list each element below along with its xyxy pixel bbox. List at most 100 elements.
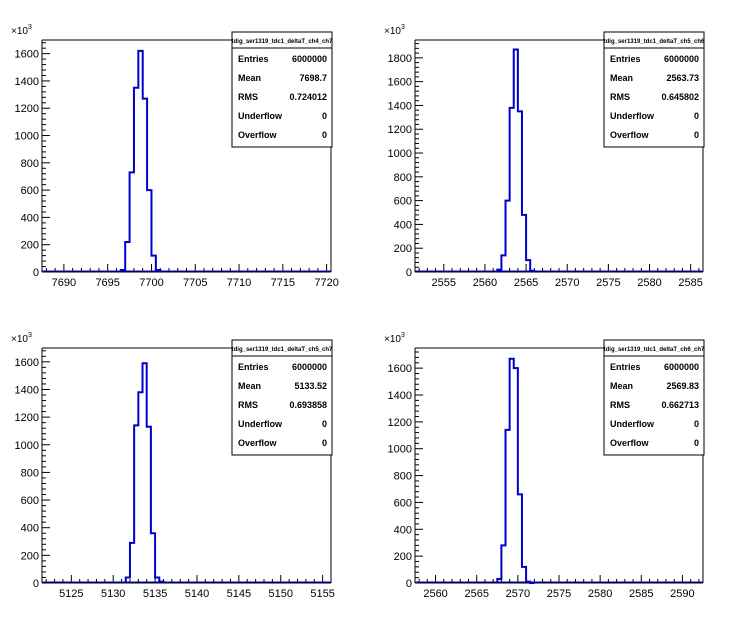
x-tick-label: 7710 [227,277,251,289]
y-tick-label: 1400 [388,390,412,402]
y-tick-label: 0 [406,578,412,590]
stats-label: RMS [610,92,630,102]
stats-box: tdig_ser1319_tdc1_deltaT_ch6_ch7 Entries 6… [603,339,705,456]
histogram-series [42,49,331,272]
stats-title: tdig_ser1319_tdc1_deltaT_ch6_ch7 [604,347,705,353]
x-tick-label: 2565 [464,588,488,600]
stats-value: 0 [322,130,327,140]
y-tick-label: 1400 [15,384,39,396]
stats-box: tdig_ser1319_tdc1_deltaT_ch4_ch7 Entries 6… [231,31,333,148]
stats-value: 0 [694,419,699,429]
y-tick-label: 600 [394,196,412,208]
stats-label: Entries [610,54,641,64]
y-tick-label: 1600 [388,363,412,375]
y-tick-label: 1200 [15,103,39,115]
stats-label: Entries [238,54,269,64]
x-tick-label: 2570 [506,588,530,600]
y-tick-label: 1400 [15,76,39,88]
y-tick-label: 0 [33,267,39,279]
y-exponent-power: 3 [28,332,32,339]
y-exponent-label: ×10 [384,334,401,345]
stats-box-frame [603,339,705,456]
x-tick-label: 2560 [423,588,447,600]
stats-title: tdig_ser1319_tdc1_deltaT_ch5_ch7 [232,347,333,353]
stats-label: Mean [610,73,633,83]
x-tick-label: 7700 [139,277,163,289]
stats-value: 0 [694,130,699,140]
stats-label: Underflow [610,111,655,121]
stats-label: RMS [238,400,258,410]
x-tick-label: 5150 [268,588,292,600]
stats-label: Underflow [610,419,655,429]
y-tick-label: 1200 [15,412,39,424]
y-tick-label: 0 [33,578,39,590]
stats-box: tdig_ser1319_tdc1_deltaT_ch5_ch7 Entries 6… [231,339,333,456]
stats-value: 0 [322,111,327,121]
histogram-series [415,48,703,272]
stats-box-frame [231,31,333,148]
x-tick-label: 5145 [227,588,251,600]
x-tick-label: 2580 [637,277,661,289]
y-tick-label: 600 [394,497,412,509]
x-tick-label: 2585 [629,588,653,600]
histogram-pad-3: 5125 5130 5135 5140 5145 5150 5155 0 200 400 600 80… [11,332,335,600]
stats-box: tdig_ser1319_tdc1_deltaT_ch5_ch6 Entries 6… [603,31,705,148]
y-tick-label: 400 [21,523,39,535]
y-tick-label: 1600 [388,77,412,89]
y-tick-label: 200 [394,551,412,563]
y-tick-label: 600 [21,495,39,507]
histogram-series [415,357,703,584]
histogram-pad-1: 7690 7695 7700 7705 7710 7715 7720 0 200 400 600 80… [11,24,339,289]
stats-value: 2563.73 [666,73,699,83]
y-tick-label: 400 [394,524,412,536]
y-tick-label: 200 [394,243,412,255]
stats-value: 0.693858 [289,400,327,410]
stats-value: 0.724012 [289,92,327,102]
x-tick-label: 2580 [588,588,612,600]
stats-label: Entries [238,362,269,372]
stats-value: 0.662713 [661,400,699,410]
stats-label: Overflow [238,438,278,448]
stats-value: 7698.7 [299,73,327,83]
y-tick-label: 800 [21,467,39,479]
x-tick-label: 5155 [310,588,334,600]
y-tick-label: 0 [406,267,412,279]
stats-label: Overflow [610,130,650,140]
x-tick-label: 7705 [183,277,207,289]
x-tick-label: 5125 [59,588,83,600]
histogram-pad-4: 2560 2565 2570 2575 2580 2585 2590 0 200 400 600 80… [384,332,705,600]
y-tick-label: 1000 [15,131,39,143]
y-tick-label: 1400 [388,100,412,112]
stats-value: 0 [322,419,327,429]
x-tick-label: 2590 [670,588,694,600]
histogram-pad-2: 2555 2560 2565 2570 2575 2580 2585 0 200 400 600 80… [384,24,705,289]
y-exponent-power: 3 [401,24,405,31]
y-tick-label: 1000 [15,440,39,452]
stats-label: Underflow [238,111,283,121]
stats-label: RMS [610,400,630,410]
x-tick-label: 7720 [314,277,338,289]
y-tick-label: 400 [394,219,412,231]
stats-value: 5133.52 [294,381,327,391]
y-tick-label: 1600 [15,49,39,61]
y-tick-label: 800 [394,172,412,184]
y-tick-label: 400 [21,212,39,224]
x-tick-label: 7695 [95,277,119,289]
x-tick-label: 2565 [514,277,538,289]
stats-label: Underflow [238,419,283,429]
histogram-outline [496,357,535,584]
stats-label: Overflow [238,130,278,140]
x-tick-label: 2560 [473,277,497,289]
stats-value: 2569.83 [666,381,699,391]
x-tick-label: 5135 [143,588,167,600]
stats-title: tdig_ser1319_tdc1_deltaT_ch4_ch7 [232,39,333,45]
stats-box-frame [603,31,705,148]
x-tick-label: 7715 [271,277,295,289]
x-tick-label: 5130 [101,588,125,600]
stats-title: tdig_ser1319_tdc1_deltaT_ch5_ch6 [604,39,705,45]
y-tick-label: 1200 [388,417,412,429]
x-tick-label: 2585 [678,277,702,289]
x-tick-label: 7690 [52,277,76,289]
stats-value: 0 [694,438,699,448]
